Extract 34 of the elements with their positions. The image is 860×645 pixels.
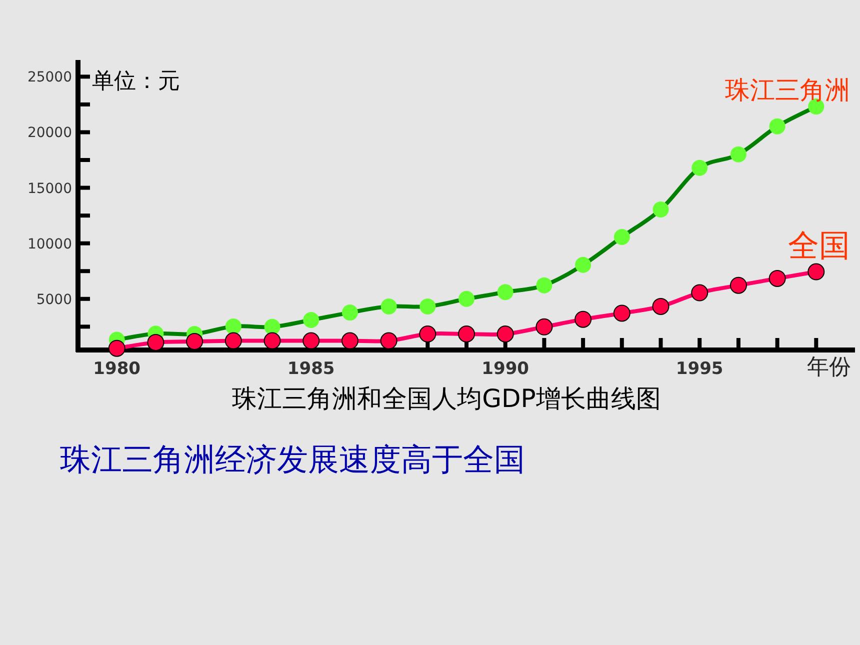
point [691,284,708,302]
y-tick-label: 20000 [27,125,72,142]
point [108,340,126,357]
point [419,326,436,342]
y-tick-label: 5000 [36,292,72,308]
x-tick-label: 1985 [287,359,335,379]
text: 珠江三角洲经济发展速度高于全国 [60,442,525,478]
text: 珠江三角洲和全国人均GDP增长曲线图 [232,384,661,413]
point [186,332,204,350]
point [302,332,320,350]
point [380,332,398,350]
point [613,304,630,322]
y-tick-label: 25000 [27,70,72,86]
point [808,263,825,280]
point [224,332,242,350]
x-tick-label: 1980 [93,359,141,379]
x-axis-title: 年份 [807,355,851,380]
point [264,332,281,350]
y-axis-title: 单位：元 [92,69,180,94]
x-tick-label: 1990 [482,359,530,379]
series-label: 全国 [788,228,850,264]
y-tick-label: 10000 [27,236,72,252]
y-tick-label: 15000 [27,180,72,197]
point [574,310,592,328]
point [536,318,553,336]
point [147,334,164,351]
point [652,298,670,315]
point [768,270,786,287]
point [496,326,514,342]
point [341,332,358,350]
series-label: 珠江三角洲 [725,76,850,105]
point [458,326,475,342]
x-tick-label: 1995 [676,359,724,379]
point [730,276,747,294]
